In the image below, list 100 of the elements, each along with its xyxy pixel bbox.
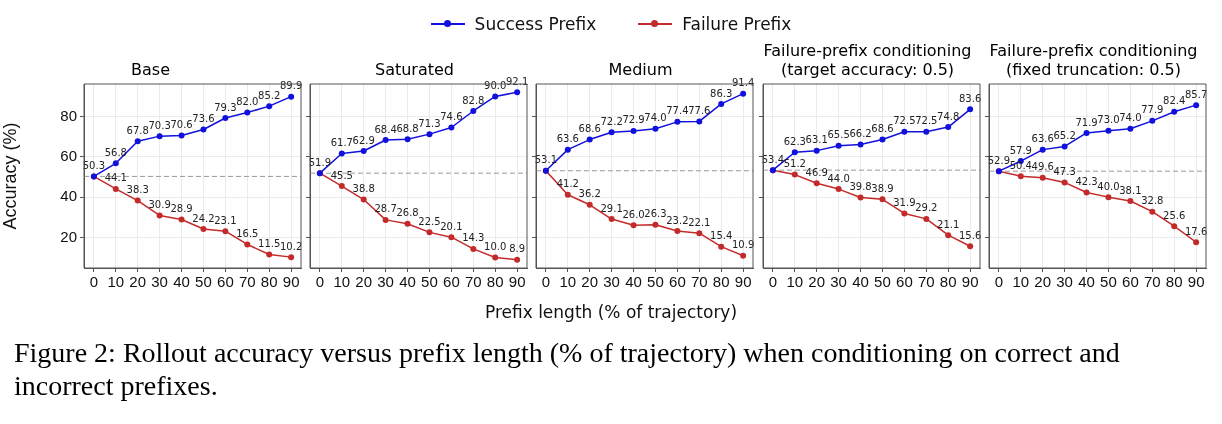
x-tick-label: 10 (1012, 273, 1029, 291)
data-label: 92.1 (506, 75, 529, 87)
data-label: 15.6 (958, 229, 981, 241)
legend-label: Failure Prefix (682, 14, 792, 34)
x-tick-label: 40 (173, 273, 190, 291)
data-label: 62.9 (352, 134, 376, 146)
x-tick-label: 70 (917, 273, 935, 291)
x-tick-label: 60 (669, 273, 687, 291)
data-label: 22.5 (418, 215, 441, 227)
caption: Figure 2: Rollout accuracy versus prefix length (% of trajectory) when conditioning on correct and incorrect prefixes. (14, 336, 1121, 402)
data-label: 21.1 (936, 218, 959, 230)
x-tick-label: 90 (961, 273, 979, 291)
data-label: 49.6 (1031, 161, 1054, 173)
data-label: 24.2 (192, 212, 215, 224)
data-label: 72.5 (892, 115, 916, 127)
data-label: 73.0 (1097, 114, 1120, 126)
x-tick-label: 40 (851, 273, 869, 291)
data-label: 29.1 (600, 202, 624, 214)
data-label: 71.3 (418, 117, 441, 129)
x-tick-label: 10 (107, 273, 125, 291)
data-label: 66.2 (849, 127, 872, 139)
data-label: 77.4 (666, 105, 689, 117)
data-label: 82.8 (462, 94, 485, 106)
x-tick-label: 0 (768, 273, 777, 291)
data-label: 41.2 (557, 178, 580, 190)
x-tick-label: 60 (895, 273, 913, 291)
x-tick-label: 50 (421, 273, 438, 291)
data-label: 72.2 (600, 115, 624, 127)
data-label: 10.9 (732, 239, 755, 251)
x-tick-label: 0 (315, 273, 325, 291)
x-tick-label: 70 (1143, 273, 1161, 291)
y-axis-title: Accuracy (%) (0, 122, 20, 230)
x-tick-label: 30 (377, 273, 395, 291)
data-label: 68.6 (870, 123, 894, 135)
x-tick-label: 20 (1034, 273, 1051, 291)
x-tick-label: 30 (829, 273, 847, 291)
data-label: 68.8 (396, 122, 419, 134)
data-label: 74.0 (1119, 112, 1142, 124)
chart-title: Failure-prefix conditioning (target accuracy: 0.5) (763, 40, 972, 79)
data-label: 28.9 (170, 203, 193, 215)
data-label: 62.3 (783, 135, 806, 147)
data-label: 20.1 (440, 220, 463, 232)
x-tick-label: 40 (625, 273, 643, 291)
x-tick-label: 60 (1121, 273, 1139, 291)
x-tick-label: 80 (713, 273, 730, 291)
data-label: 56.8 (104, 146, 127, 158)
data-label: 11.5 (258, 238, 281, 250)
data-label: 72.9 (622, 114, 646, 126)
data-label: 61.7 (330, 137, 354, 149)
x-tick-label: 70 (465, 273, 482, 291)
data-label: 42.3 (1075, 176, 1098, 188)
data-label: 77.6 (688, 105, 711, 117)
data-label: 67.8 (126, 124, 149, 136)
x-tick-label: 70 (238, 273, 256, 291)
x-tick-label: 90 (282, 273, 300, 291)
data-label: 31.9 (892, 197, 916, 209)
data-label: 39.8 (849, 181, 872, 193)
data-label: 71.9 (1075, 116, 1098, 128)
x-tick-label: 10 (786, 273, 803, 291)
data-label: 79.3 (214, 101, 237, 113)
x-tick-label: 90 (735, 273, 752, 291)
data-label: 10.0 (484, 241, 507, 253)
data-label: 15.4 (710, 230, 733, 242)
data-label: 40.0 (1097, 180, 1120, 192)
x-tick-label: 80 (260, 273, 278, 291)
x-tick-label: 0 (542, 273, 551, 291)
x-tick-label: 80 (487, 273, 504, 291)
data-label: 51.2 (783, 158, 806, 170)
data-label: 23.1 (214, 214, 237, 226)
data-label: 14.3 (462, 232, 485, 244)
data-label: 28.7 (374, 203, 397, 215)
data-label: 32.8 (1140, 195, 1164, 207)
data-label: 26.8 (396, 207, 419, 219)
data-label: 46.9 (805, 166, 828, 178)
data-label: 17.6 (1184, 225, 1208, 237)
x-tick-label: 80 (1165, 273, 1183, 291)
x-tick-label: 20 (355, 273, 373, 291)
x-tick-label: 50 (1099, 273, 1117, 291)
x-tick-label: 60 (217, 273, 234, 291)
x-tick-label: 80 (939, 273, 957, 291)
x-tick-label: 30 (151, 273, 168, 291)
x-tick-label: 60 (443, 273, 460, 291)
data-label: 26.0 (622, 208, 646, 220)
data-label: 65.2 (1053, 130, 1076, 141)
chart-title: Medium (608, 59, 673, 79)
data-label: 74.6 (440, 111, 463, 123)
data-label: 90.0 (484, 80, 507, 92)
x-tick-label: 20 (129, 273, 147, 291)
x-tick-label: 50 (195, 273, 212, 291)
data-label: 26.3 (644, 208, 667, 220)
data-label: 8.9 (509, 243, 526, 255)
x-tick-label: 40 (399, 273, 417, 291)
data-label: 50.4 (1009, 159, 1032, 171)
data-label: 70.6 (170, 119, 193, 131)
data-label: 68.4 (374, 123, 397, 135)
data-label: 85.2 (258, 89, 281, 101)
y-tick-label: 20 (60, 227, 77, 245)
x-tick-label: 90 (508, 273, 526, 291)
data-label: 25.6 (1162, 209, 1186, 221)
x-tick-label: 30 (1056, 273, 1073, 291)
